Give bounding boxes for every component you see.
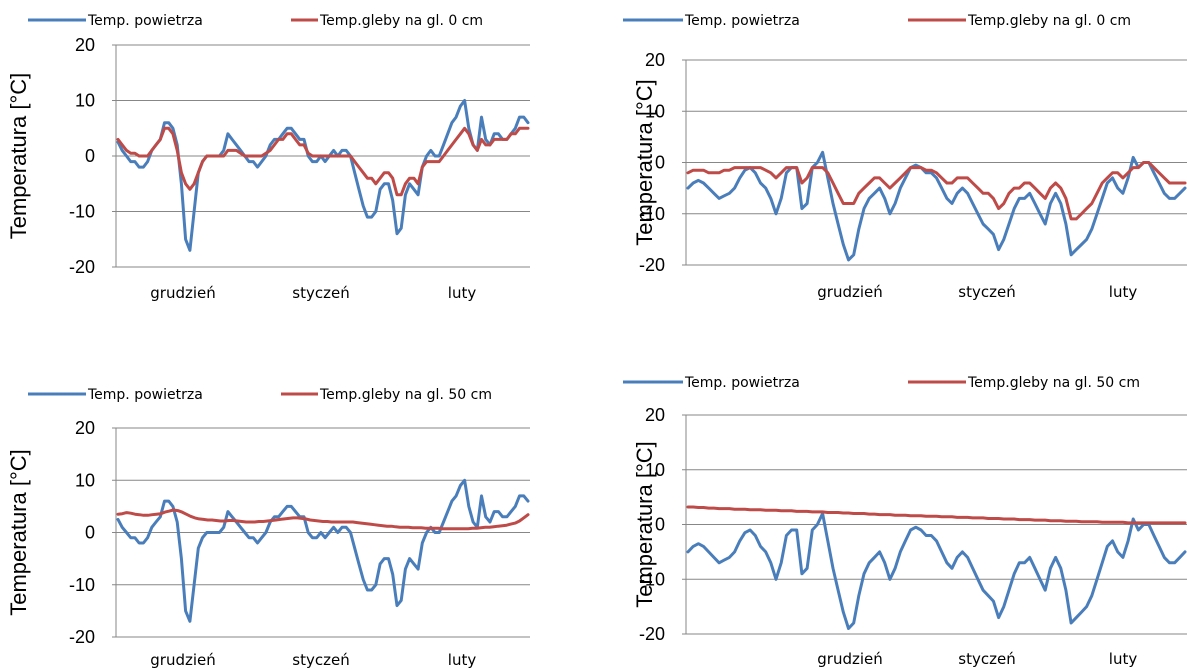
chart-top-left: -20 -10 0 10 20 Temperatura [°C] grudzień stycz… bbox=[6, 13, 530, 302]
category-label: grudzień bbox=[150, 651, 216, 669]
category-label: grudzień bbox=[817, 650, 883, 668]
category-label: grudzień bbox=[817, 283, 883, 301]
y-axis-label: Temperatura [°C] bbox=[6, 449, 31, 616]
series-line-air bbox=[686, 150, 1187, 262]
y-axis-label: Temperatura [°C] bbox=[6, 73, 31, 240]
y-tick-label: -10 bbox=[639, 204, 665, 224]
legend-label: Temp.gleby na gl. 0 cm bbox=[967, 13, 1131, 29]
category-label: luty bbox=[1109, 283, 1138, 301]
series-line-soil bbox=[686, 505, 1187, 525]
y-tick-label: 20 bbox=[645, 405, 665, 425]
y-tick-label: -20 bbox=[69, 627, 95, 647]
legend-label: Temp. powietrza bbox=[684, 375, 800, 391]
y-tick-label: 0 bbox=[655, 515, 665, 535]
series-line-soil bbox=[116, 126, 530, 197]
category-label: styczeń bbox=[292, 284, 349, 302]
legend-label: Temp. powietrza bbox=[87, 387, 203, 403]
y-tick-label: 10 bbox=[645, 101, 665, 121]
y-tick-label: -10 bbox=[69, 202, 95, 222]
legend-label: Temp. powietrza bbox=[87, 13, 203, 29]
y-tick-label: -20 bbox=[69, 257, 95, 277]
y-tick-label: 20 bbox=[75, 418, 95, 438]
legend-label: Temp. powietrza bbox=[684, 13, 800, 29]
y-tick-label: 0 bbox=[85, 523, 95, 543]
y-tick-label: -20 bbox=[639, 255, 665, 275]
y-tick-label: 0 bbox=[655, 153, 665, 173]
y-tick-label: 20 bbox=[645, 50, 665, 70]
chart-bottom-left: -20 -10 0 10 20 Temperatura [°C] grudzień stycz… bbox=[6, 387, 530, 669]
series-line-soil bbox=[116, 508, 530, 531]
category-label: luty bbox=[448, 651, 477, 669]
category-label: styczeń bbox=[958, 650, 1015, 668]
category-label: luty bbox=[448, 284, 477, 302]
category-label: styczeń bbox=[958, 283, 1015, 301]
y-axis-label: Temperatura [°C] bbox=[632, 79, 657, 246]
category-label: luty bbox=[1109, 650, 1138, 668]
y-tick-label: -10 bbox=[69, 575, 95, 595]
y-tick-label: 10 bbox=[75, 91, 95, 111]
series-line-air bbox=[686, 512, 1187, 630]
chart-top-right: -20 -10 0 10 20 Temperatura [°C] grudzień stycz… bbox=[623, 13, 1187, 301]
y-tick-label: 20 bbox=[75, 35, 95, 55]
series-line-air bbox=[116, 99, 530, 252]
series-line-soil bbox=[686, 161, 1187, 221]
y-tick-label: 0 bbox=[85, 146, 95, 166]
y-axis-label: Temperatura [°C] bbox=[632, 441, 657, 608]
legend-label: Temp.gleby na gl. 50 cm bbox=[967, 375, 1140, 391]
y-tick-label: 10 bbox=[645, 460, 665, 480]
legend-label: Temp.gleby na gl. 0 cm bbox=[319, 13, 483, 29]
series-line-air bbox=[116, 478, 530, 623]
category-label: grudzień bbox=[150, 284, 216, 302]
category-label: styczeń bbox=[292, 651, 349, 669]
legend-label: Temp.gleby na gl. 50 cm bbox=[319, 387, 492, 403]
chart-bottom-right: -20 -10 0 10 20 Temperatura [°C] grudzień stycz… bbox=[623, 375, 1187, 668]
y-tick-label: -20 bbox=[639, 624, 665, 644]
y-tick-label: -10 bbox=[639, 569, 665, 589]
y-tick-label: 10 bbox=[75, 470, 95, 490]
